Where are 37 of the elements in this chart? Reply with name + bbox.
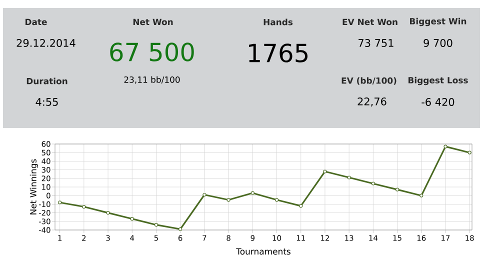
text: 23,11 bb/100 (124, 76, 180, 84)
text: Duration (26, 78, 68, 84)
point (395, 188, 400, 192)
x-axis-title: Tournaments (236, 248, 290, 255)
text: Hands (264, 18, 293, 26)
point (106, 211, 110, 215)
text: -6 420 (422, 98, 454, 106)
text: 29.12.2014 (16, 39, 76, 47)
point (82, 204, 86, 209)
point (444, 144, 448, 148)
text: 22,76 (358, 98, 386, 106)
point (274, 198, 279, 202)
point (420, 194, 424, 198)
text: Net Won (133, 18, 173, 26)
text: 67 500 (110, 42, 194, 62)
point (154, 223, 158, 227)
point (202, 192, 206, 197)
y-axis-title: Net Winnings (30, 159, 38, 214)
point (250, 191, 254, 195)
point (130, 217, 134, 221)
point (178, 227, 182, 231)
text: 73 751 (358, 39, 394, 47)
text: EV (bb/100) (342, 77, 396, 85)
text: EV Net Won (342, 18, 398, 26)
text: Biggest Loss (408, 76, 468, 86)
point (299, 204, 303, 208)
text: 4:55 (36, 98, 58, 106)
point (468, 150, 472, 154)
text: 9 700 (424, 39, 452, 47)
text: Date (26, 18, 47, 26)
point (347, 176, 351, 180)
text: 1765 (249, 44, 308, 62)
point (58, 200, 62, 204)
text: Biggest Win (410, 18, 466, 26)
point (371, 182, 375, 186)
point (323, 170, 327, 174)
point (226, 198, 230, 202)
